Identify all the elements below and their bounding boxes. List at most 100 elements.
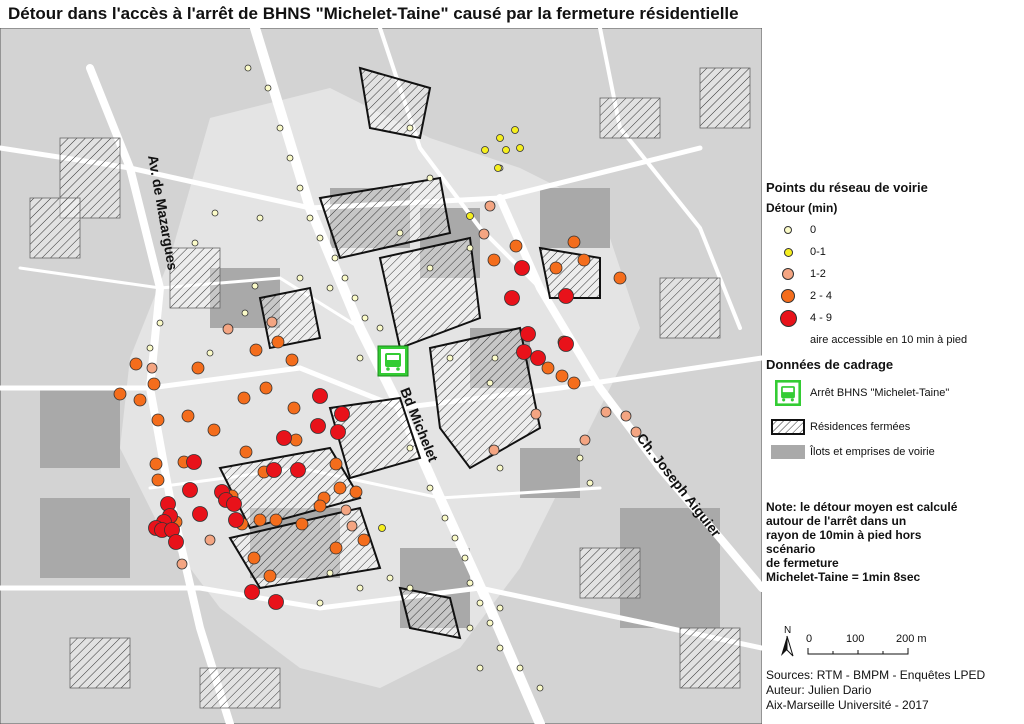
institution-line: Aix-Marseille Université - 2017 [766, 698, 929, 712]
network-point [295, 517, 309, 531]
points-4-9min [148, 260, 574, 610]
network-point [151, 473, 165, 487]
network-point [481, 146, 489, 154]
author-line: Auteur: Julien Dario [766, 683, 872, 697]
network-point [541, 361, 555, 375]
bus-icon [781, 386, 795, 402]
network-point [211, 209, 219, 217]
legend-detour-title: Détour (min) [766, 201, 838, 215]
legend-network-title: Points du réseau de voirie [766, 180, 928, 195]
scale-bar: N 0 100 200 m [781, 625, 927, 657]
network-point [331, 254, 339, 262]
network-point [516, 344, 532, 360]
bus-icon [385, 353, 401, 371]
network-point [558, 336, 574, 352]
gated-swatch [771, 419, 805, 435]
network-point [290, 462, 306, 478]
network-point [204, 534, 216, 546]
legend-walk-area: aire accessible en 10 min à pied [766, 329, 1022, 351]
network-point [340, 504, 352, 516]
scale-tick-0: 0 [806, 633, 812, 645]
legend-gated-label: Résidences fermées [810, 421, 911, 433]
network-point [426, 484, 434, 492]
network-point [269, 513, 283, 527]
network-point [129, 357, 143, 371]
network-point [168, 534, 184, 550]
network-point [287, 401, 301, 415]
legend-class-2-4: 2 - 4 [766, 285, 1022, 307]
network-point [271, 335, 285, 349]
network-point [326, 569, 334, 577]
network-point [146, 362, 158, 374]
network-point [237, 391, 251, 405]
network-point [466, 244, 474, 252]
network-point [276, 430, 292, 446]
network-point [466, 579, 474, 587]
network-point [296, 274, 304, 282]
network-point [496, 604, 504, 612]
network-point [149, 457, 163, 471]
legend-class-0: 0 [766, 219, 1022, 241]
network-point [504, 290, 520, 306]
network-point [426, 264, 434, 272]
scale-tick-100: 100 [846, 633, 864, 645]
network-point [567, 235, 581, 249]
network-point [341, 274, 349, 282]
network-point [555, 369, 569, 383]
network-point [239, 445, 253, 459]
network-point [376, 324, 384, 332]
legend-dot [779, 309, 797, 327]
network-point [329, 541, 343, 555]
legend-frame-title: Données de cadrage [766, 357, 894, 372]
north-label: N [784, 625, 791, 636]
network-point [241, 309, 249, 317]
network-point [511, 126, 519, 134]
network-point [406, 124, 414, 132]
network-point [577, 253, 591, 267]
network-point [228, 512, 244, 528]
points-0min [146, 64, 594, 692]
scale-line [807, 648, 909, 655]
network-point [496, 464, 504, 472]
network-point [244, 584, 260, 600]
network-point [476, 599, 484, 607]
note-line: Note: le détour moyen est calculé [766, 500, 958, 514]
network-point [478, 228, 490, 240]
network-point [486, 619, 494, 627]
network-point [446, 354, 454, 362]
network-point [549, 261, 563, 275]
sources: Sources: RTM - BMPM - Enquêtes LPED Aute… [766, 668, 985, 713]
network-point [266, 462, 282, 478]
network-point [326, 284, 334, 292]
legend-class-label: 0 [810, 224, 817, 236]
network-point [349, 485, 363, 499]
network-point [313, 499, 327, 513]
network-point [613, 271, 627, 285]
north-arrow-icon [781, 636, 787, 656]
islands-swatch [771, 445, 805, 459]
note-line: Michelet-Taine = 1min 8sec [766, 570, 921, 584]
network-point [113, 387, 127, 401]
bus-stop [377, 345, 409, 377]
network-point [264, 84, 272, 92]
network-point [488, 444, 500, 456]
network-point [361, 314, 369, 322]
note-line: autour de l'arrêt dans un [766, 514, 907, 528]
network-point [406, 444, 414, 452]
network-point [276, 124, 284, 132]
map-canvas: Av. de Mazargues Bd Michelet Ch. Joseph … [0, 28, 762, 724]
network-point [306, 214, 314, 222]
network-point [494, 164, 502, 172]
network-point [268, 594, 284, 610]
network-point [207, 423, 221, 437]
network-point [253, 513, 267, 527]
legend-dot [782, 268, 794, 280]
network-point [514, 260, 530, 276]
note-line: de fermeture [766, 556, 839, 570]
legend-dot [781, 289, 795, 303]
legend-gated: Résidences fermées [766, 414, 1022, 440]
points-0-1min [378, 126, 524, 532]
network-point [266, 316, 278, 328]
network-point [441, 514, 449, 522]
legend-stop-label: Arrêt BHNS "Michelet-Taine" [810, 387, 950, 399]
